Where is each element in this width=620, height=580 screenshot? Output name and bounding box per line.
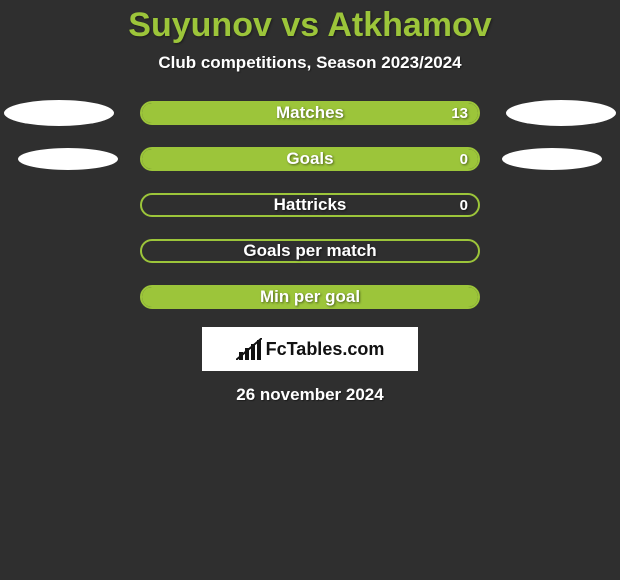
stat-bar-value: 0 [460, 151, 468, 168]
ellipse-marker-right [502, 148, 602, 170]
page-subtitle: Club competitions, Season 2023/2024 [0, 53, 620, 73]
logo-text: FcTables.com [266, 339, 385, 360]
stat-row: Goals 0 [0, 147, 620, 171]
stat-row: Goals per match [0, 239, 620, 263]
ellipse-marker-left [4, 100, 114, 126]
stat-bar: Min per goal [140, 285, 480, 309]
stat-bar-label: Hattricks [274, 195, 347, 215]
stat-bar: Matches 13 [140, 101, 480, 125]
stat-bar: Goals per match [140, 239, 480, 263]
stat-bar-label: Matches [276, 103, 344, 123]
stat-rows: Matches 13 Goals 0 Hattricks 0 Goals per match… [0, 101, 620, 309]
page-root: Suyunov vs Atkhamov Club competitions, S… [0, 0, 620, 580]
stat-bar-label: Min per goal [260, 287, 360, 307]
page-title: Suyunov vs Atkhamov [0, 0, 620, 45]
ellipse-marker-right [506, 100, 616, 126]
stat-bar: Goals 0 [140, 147, 480, 171]
date-text: 26 november 2024 [0, 385, 620, 405]
stat-bar-label: Goals [286, 149, 333, 169]
stat-row: Hattricks 0 [0, 193, 620, 217]
ellipse-marker-left [18, 148, 118, 170]
stat-bar-value: 13 [451, 105, 468, 122]
bar-chart-icon [236, 338, 262, 360]
logo-box: FcTables.com [202, 327, 418, 371]
stat-row: Matches 13 [0, 101, 620, 125]
stat-bar-label: Goals per match [243, 241, 376, 261]
stat-bar: Hattricks 0 [140, 193, 480, 217]
stat-row: Min per goal [0, 285, 620, 309]
stat-bar-value: 0 [460, 197, 468, 214]
